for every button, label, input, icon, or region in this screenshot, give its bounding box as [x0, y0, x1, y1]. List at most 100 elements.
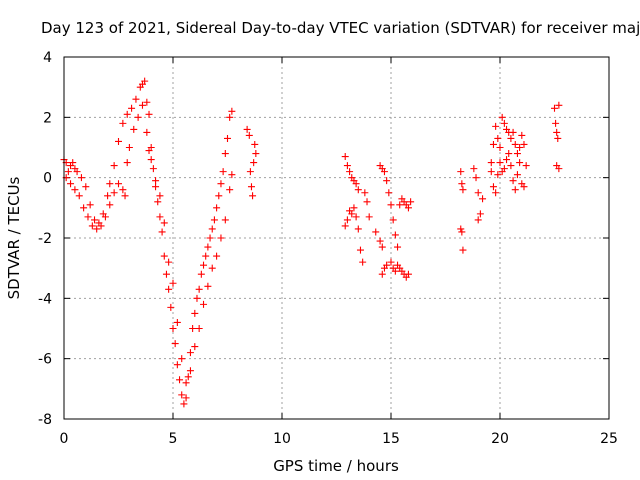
data-point	[158, 228, 166, 236]
tick-labels: 0 5 10 15 20 25 -8 -6 -4 -2 0 2 4	[38, 50, 618, 447]
data-point	[221, 150, 229, 158]
data-point	[474, 189, 482, 197]
data-point	[494, 171, 502, 179]
data-point	[457, 168, 465, 176]
data-point	[80, 204, 88, 212]
data-point	[221, 216, 229, 224]
y-axis-label: SDTVAR / TECUs	[5, 176, 23, 299]
data-point	[186, 349, 194, 357]
data-point	[552, 119, 560, 127]
data-point	[145, 110, 153, 118]
x-axis-label: GPS time / hours	[273, 457, 399, 475]
data-point	[404, 204, 412, 212]
data-point	[217, 234, 225, 242]
data-point	[496, 144, 504, 151]
data-point	[143, 98, 151, 106]
data-point	[509, 177, 517, 185]
data-points	[60, 77, 563, 408]
data-point	[200, 261, 208, 269]
data-point	[71, 186, 79, 194]
y-tick-label: -6	[38, 352, 52, 368]
data-point	[474, 216, 482, 224]
data-point	[160, 219, 168, 227]
data-point	[343, 162, 351, 170]
data-point	[500, 119, 508, 127]
data-point	[143, 128, 151, 136]
data-point	[226, 113, 234, 121]
data-point	[387, 201, 395, 209]
data-point	[189, 325, 197, 332]
data-point	[489, 140, 497, 148]
data-point	[551, 104, 558, 112]
data-point	[182, 394, 190, 402]
y-tick-label: -2	[38, 231, 52, 247]
data-point	[476, 210, 484, 218]
data-point	[75, 192, 83, 200]
data-point	[516, 144, 524, 151]
data-point	[487, 168, 495, 176]
data-point	[385, 189, 393, 197]
x-tick-label: 20	[491, 431, 509, 447]
data-point	[348, 210, 356, 218]
data-point	[204, 282, 212, 290]
data-point	[498, 113, 506, 121]
data-point	[513, 171, 521, 179]
data-point	[555, 165, 563, 173]
data-point	[69, 159, 77, 167]
data-point	[459, 186, 467, 194]
data-point	[503, 156, 511, 164]
data-point	[64, 168, 72, 176]
data-point	[125, 144, 133, 151]
data-point	[115, 137, 122, 145]
data-point	[184, 373, 192, 381]
data-point	[250, 159, 258, 167]
data-point	[173, 318, 181, 326]
plot-frame	[63, 56, 610, 420]
data-point	[88, 222, 96, 230]
data-point	[171, 340, 179, 348]
data-point	[341, 153, 349, 161]
data-point	[138, 101, 146, 109]
data-point	[492, 189, 500, 197]
data-point	[359, 258, 367, 266]
data-point	[219, 168, 227, 176]
data-point	[522, 162, 530, 170]
data-point	[195, 285, 203, 293]
data-point	[378, 270, 386, 278]
data-point	[472, 174, 480, 182]
data-point	[354, 186, 362, 194]
data-point	[252, 150, 260, 158]
x-tick-label: 5	[169, 431, 178, 447]
data-point	[208, 225, 216, 233]
data-point	[458, 180, 466, 188]
data-point	[251, 140, 259, 148]
data-point	[110, 162, 118, 170]
data-point	[215, 192, 223, 200]
data-point	[106, 180, 114, 188]
data-point	[73, 168, 81, 176]
data-point	[180, 400, 188, 408]
data-point	[84, 213, 92, 221]
data-point	[77, 174, 85, 182]
x-tick-label: 25	[600, 431, 618, 447]
data-point	[123, 159, 131, 167]
data-point	[380, 168, 388, 176]
data-point	[101, 213, 109, 221]
data-point	[404, 270, 412, 278]
x-tick-label: 0	[60, 431, 69, 447]
data-point	[217, 180, 225, 188]
data-point	[246, 168, 254, 176]
data-point	[178, 355, 186, 363]
x-tick-label: 15	[382, 431, 400, 447]
data-point	[459, 246, 467, 254]
data-point	[156, 192, 164, 200]
data-point	[173, 361, 181, 369]
data-point	[518, 131, 526, 139]
data-point	[119, 119, 127, 127]
data-point	[123, 110, 131, 118]
data-point	[243, 125, 251, 133]
data-point	[202, 252, 210, 260]
data-point	[147, 144, 155, 151]
data-point	[160, 252, 168, 260]
data-point	[553, 128, 561, 136]
